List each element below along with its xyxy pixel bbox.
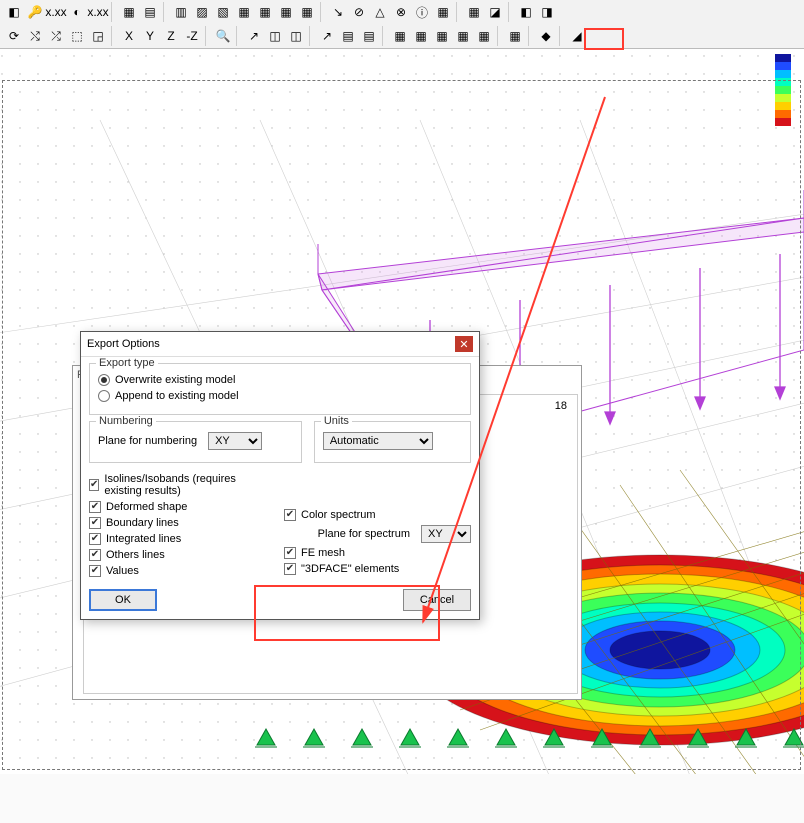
toolbar-button[interactable]: ↗	[244, 26, 264, 46]
plane-numbering-select[interactable]: XY	[208, 432, 262, 450]
dialog-title: Export Options	[87, 338, 455, 350]
toolbar-button[interactable]: Z	[161, 26, 181, 46]
numbering-group: Numbering Plane for numbering XY	[89, 421, 302, 463]
toolbar-button[interactable]: ⬚	[67, 26, 87, 46]
toolbar-button[interactable]: ▨	[192, 2, 212, 22]
toolbar-button[interactable]: ▦	[234, 2, 254, 22]
plane-spectrum-select[interactable]: XY	[421, 525, 471, 543]
checks-right: ✔Color spectrum Plane for spectrum XY ✔F…	[284, 469, 471, 581]
checks-left: ✔Isolines/Isobands (requires existing re…	[89, 469, 276, 581]
plane-spectrum-label: Plane for spectrum	[318, 528, 410, 540]
color-scale	[775, 54, 791, 126]
chk-color-spectrum[interactable]: ✔Color spectrum	[284, 509, 471, 521]
export-type-legend: Export type	[96, 357, 158, 369]
toolbar-button[interactable]: ▦	[432, 26, 452, 46]
toolbar-button[interactable]: ▦	[411, 26, 431, 46]
toolbars: ◧🔑x.xx◐x.xx▦▤▥▨▧▦▦▦▦↘⊘△⊗ⓘ▦▦◪◧◨ ⟳⤭⤮⬚◲XYZ-…	[0, 0, 804, 49]
radio-append[interactable]: Append to existing model	[98, 390, 462, 402]
toolbar-button[interactable]: ▦	[433, 2, 453, 22]
ok-button[interactable]: OK	[89, 589, 157, 611]
radio-overwrite-label: Overwrite existing model	[115, 374, 235, 386]
toolbar-button[interactable]: ▤	[338, 26, 358, 46]
toolbar-button[interactable]: ▤	[359, 26, 379, 46]
toolbar-button[interactable]: 🔍	[213, 26, 233, 46]
toolbar-button[interactable]: ▦	[453, 26, 473, 46]
toolbar-button[interactable]: x.xx	[88, 2, 108, 22]
toolbar-button[interactable]: ⤮	[46, 26, 66, 46]
toolbar-button[interactable]: ▦	[119, 2, 139, 22]
toolbar-button[interactable]: ▦	[255, 2, 275, 22]
toolbar-button[interactable]: ⓘ	[412, 2, 432, 22]
export-options-dialog: Export Options ✕ Export type Overwrite e…	[80, 331, 480, 620]
toolbar-button[interactable]: ⟳	[4, 26, 24, 46]
toolbar-button[interactable]: ↗	[317, 26, 337, 46]
toolbar-button[interactable]: ▦	[390, 26, 410, 46]
toolbar-button[interactable]: ▦	[474, 26, 494, 46]
export-type-group: Export type Overwrite existing model App…	[89, 363, 471, 415]
toolbar-button[interactable]: X	[119, 26, 139, 46]
units-legend: Units	[321, 415, 352, 427]
radio-overwrite[interactable]: Overwrite existing model	[98, 374, 462, 386]
units-select[interactable]: Automatic	[323, 432, 433, 450]
toolbar-button[interactable]: ◐	[67, 2, 87, 22]
log-panel-value: 18	[555, 399, 567, 413]
units-group: Units Automatic	[314, 421, 471, 463]
toolbar-button[interactable]: ▧	[213, 2, 233, 22]
toolbar-button[interactable]: ◨	[537, 2, 557, 22]
chk-others[interactable]: ✔Others lines	[89, 549, 276, 561]
toolbar-button[interactable]: ▦	[276, 2, 296, 22]
toolbar-button[interactable]: △	[370, 2, 390, 22]
toolbar-button[interactable]: ◧	[516, 2, 536, 22]
toolbar-button[interactable]: ◫	[286, 26, 306, 46]
toolbar-button[interactable]: ▤	[140, 2, 160, 22]
chk-integrated[interactable]: ✔Integrated lines	[89, 533, 276, 545]
toolbar-row-2: ⟳⤭⤮⬚◲XYZ-Z🔍↗◫◫↗▤▤▦▦▦▦▦▦◆◢	[0, 24, 804, 48]
chk-boundary[interactable]: ✔Boundary lines	[89, 517, 276, 529]
plane-numbering-label: Plane for numbering	[98, 435, 197, 447]
dialog-titlebar: Export Options ✕	[81, 332, 479, 357]
chk-fe-mesh[interactable]: ✔FE mesh	[284, 547, 471, 559]
toolbar-button[interactable]: ▦	[505, 26, 525, 46]
toolbar-button[interactable]: -Z	[182, 26, 202, 46]
toolbar-button[interactable]: Y	[140, 26, 160, 46]
toolbar-button[interactable]: 🔑	[25, 2, 45, 22]
toolbar-button[interactable]: ◫	[265, 26, 285, 46]
chk-3dface[interactable]: ✔"3DFACE" elements	[284, 563, 471, 575]
toolbar-button[interactable]: ◢	[567, 26, 587, 46]
toolbar-button[interactable]: ▦	[297, 2, 317, 22]
toolbar-button[interactable]: ⤭	[25, 26, 45, 46]
toolbar-button[interactable]: ⊗	[391, 2, 411, 22]
toolbar-row-1: ◧🔑x.xx◐x.xx▦▤▥▨▧▦▦▦▦↘⊘△⊗ⓘ▦▦◪◧◨	[0, 0, 804, 24]
toolbar-button[interactable]: ◧	[4, 2, 24, 22]
chk-values[interactable]: ✔Values	[89, 565, 276, 577]
close-button[interactable]: ✕	[455, 336, 473, 352]
toolbar-button[interactable]: ▦	[464, 2, 484, 22]
toolbar-button[interactable]: ◆	[536, 26, 556, 46]
cancel-button[interactable]: Cancel	[403, 589, 471, 611]
radio-append-label: Append to existing model	[115, 390, 239, 402]
toolbar-button[interactable]: ◲	[88, 26, 108, 46]
toolbar-button[interactable]: x.xx	[46, 2, 66, 22]
toolbar-button[interactable]: ↘	[328, 2, 348, 22]
chk-deformed[interactable]: ✔Deformed shape	[89, 501, 276, 513]
numbering-legend: Numbering	[96, 415, 156, 427]
toolbar-button[interactable]: ◪	[485, 2, 505, 22]
toolbar-button[interactable]: ▥	[171, 2, 191, 22]
toolbar-button[interactable]: ⊘	[349, 2, 369, 22]
chk-isolines[interactable]: ✔Isolines/Isobands (requires existing re…	[89, 473, 276, 497]
